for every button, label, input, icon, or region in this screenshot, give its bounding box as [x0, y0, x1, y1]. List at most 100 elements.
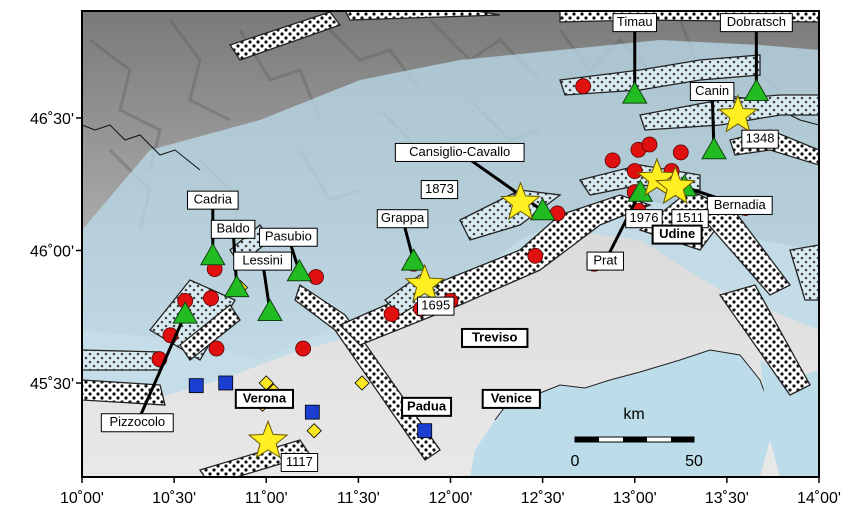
station-baldo-label: Baldo	[210, 219, 256, 239]
station-markers: Timau Dobratsch Canin Cansiglio-Cavallo Cadr…	[100, 13, 793, 433]
historic-quake-markers: 1348 1873 1976 1511 1695 1117	[247, 93, 779, 472]
station-pasubio-text: Pasubio	[265, 229, 312, 244]
historic-quake-star	[500, 181, 541, 221]
quake-1873-label: 1873	[420, 180, 459, 200]
station-canin-text: Canin	[695, 83, 729, 98]
station-leader-line	[603, 191, 642, 262]
x-tick-label: 14˚00'	[797, 490, 841, 507]
city-treviso-label: Treviso	[461, 327, 529, 348]
gps-site-square	[304, 404, 320, 420]
y-tick-label: 45˚30'	[30, 376, 74, 393]
fault-belt-east-3	[789, 244, 819, 301]
y-tick-label: 46˚30'	[30, 111, 74, 128]
station-triangle	[286, 258, 313, 282]
quake-1117-text: 1117	[286, 454, 313, 469]
station-triangle	[621, 81, 648, 104]
station-prat-label: Prat	[586, 251, 624, 271]
station-cadria-label: Cadria	[187, 190, 239, 210]
station-cansiglio-cavallo-text: Cansiglio-Cavallo	[409, 144, 510, 159]
epicenter-dot	[383, 306, 400, 323]
site-diamond	[354, 375, 370, 391]
city-labels: Udine Treviso Verona Padua Venice	[234, 224, 703, 417]
station-triangle	[257, 298, 283, 321]
quake-1695-text: 1695	[421, 298, 450, 313]
station-bernadia-label: Bernadia	[706, 195, 773, 215]
gps-site-square	[188, 378, 204, 394]
x-tick-label: 12˚00'	[429, 490, 473, 507]
historic-quake-star	[717, 93, 759, 133]
epicenter-dot	[308, 269, 324, 285]
gulf-area	[760, 360, 819, 477]
city-venice-label: Venice	[481, 388, 541, 409]
quake-1873-text: 1873	[425, 181, 454, 196]
city-verona-text: Verona	[243, 390, 287, 405]
city-treviso-text: Treviso	[472, 329, 518, 344]
historic-quake-star	[404, 263, 446, 303]
y-tick-label: 46˚00'	[30, 244, 74, 261]
epicenter-dot	[604, 152, 621, 169]
station-lessini-label: Lessini	[233, 251, 292, 271]
quake-1348-label: 1348	[741, 129, 779, 149]
x-tick-label: 11˚30'	[337, 490, 380, 507]
x-tick-label: 10˚00'	[60, 490, 104, 507]
station-timau-label: Timau	[612, 13, 657, 33]
station-canin-label: Canin	[689, 82, 735, 101]
city-verona-label: Verona	[234, 388, 295, 409]
station-dobratsch-text: Dobratsch	[727, 14, 786, 29]
epicenter-dot	[527, 247, 544, 264]
city-venice-text: Venice	[491, 390, 532, 405]
x-tick-label: 10˚30'	[152, 490, 196, 507]
station-grappa-label: Grappa	[376, 209, 429, 229]
site-diamond	[258, 375, 274, 391]
x-tick-label: 12˚30'	[521, 490, 565, 507]
epicenter-dot	[641, 136, 658, 153]
quake-1511-text: 1511	[676, 210, 704, 225]
gps-site-square	[218, 375, 234, 391]
scale-bar: km 0 50	[571, 406, 703, 470]
station-lessini-text: Lessini	[242, 253, 283, 268]
station-cadria-text: Cadria	[194, 192, 233, 207]
quake-1348-text: 1348	[746, 131, 775, 146]
station-pizzocolo-text: Pizzocolo	[109, 414, 165, 429]
epicenter-dot	[295, 340, 312, 357]
station-pasubio-label: Pasubio	[259, 227, 318, 247]
station-triangle	[172, 301, 199, 324]
city-udine-label: Udine	[651, 224, 703, 245]
station-triangle	[400, 248, 427, 271]
station-dobratsch-label: Dobratsch	[719, 13, 793, 33]
epicenter-dot	[575, 78, 592, 95]
city-udine-text: Udine	[659, 226, 695, 241]
quake-1976-text: 1976	[630, 210, 659, 225]
fault-belt-north-1	[344, 11, 501, 21]
historic-quake-star	[636, 157, 678, 197]
station-prat-text: Prat	[593, 253, 617, 268]
scale-min: 0	[571, 453, 580, 470]
station-triangle	[199, 242, 226, 266]
gps-site-square	[417, 423, 433, 439]
station-triangle	[529, 197, 556, 221]
station-leader-line	[135, 313, 187, 424]
scale-max: 50	[685, 453, 703, 470]
x-tick-label: 11˚00'	[245, 490, 288, 507]
city-padua-label: Padua	[401, 396, 453, 417]
epicenter-dot	[208, 340, 225, 357]
station-cansiglio-cavallo-label: Cansiglio-Cavallo	[394, 142, 525, 162]
fault-belt-timau	[559, 54, 761, 96]
site-diamond	[306, 423, 322, 439]
fault-belt-east-2	[718, 284, 811, 396]
quake-1117-label: 1117	[280, 453, 319, 472]
station-triangle	[701, 136, 727, 160]
fault-belt-north-3	[228, 11, 342, 61]
epicenter-dot	[203, 290, 219, 307]
scale-unit: km	[623, 406, 644, 423]
station-triangle	[223, 274, 250, 298]
fault-belt-verona	[179, 304, 241, 361]
historic-quake-star	[247, 419, 289, 459]
axis-ticks: 10˚00' 10˚30' 11˚00' 11˚30' 12˚00' 12˚30' 13˚0…	[30, 111, 841, 507]
quake-1511-label: 1511	[671, 209, 709, 229]
historic-quake-star	[654, 165, 696, 205]
station-baldo-text: Baldo	[216, 221, 249, 236]
border-line	[82, 124, 201, 171]
quake-1976-label: 1976	[625, 209, 663, 229]
